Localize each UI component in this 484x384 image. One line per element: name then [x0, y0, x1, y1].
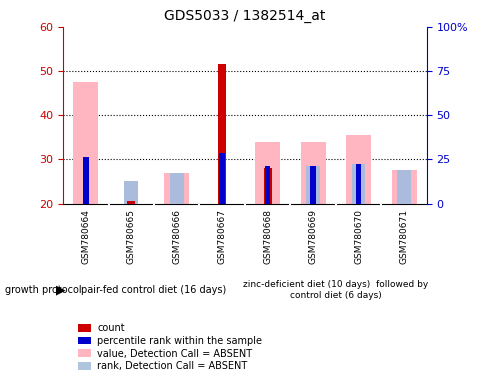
Bar: [124, 182, 138, 204]
Bar: [391, 170, 416, 204]
Text: GSM780664: GSM780664: [81, 209, 90, 263]
Text: growth protocol: growth protocol: [5, 285, 81, 295]
Text: GSM780667: GSM780667: [217, 209, 226, 264]
Text: GSM780666: GSM780666: [172, 209, 181, 264]
Bar: [127, 201, 135, 204]
Bar: [73, 82, 98, 204]
Text: pair-fed control diet (16 days): pair-fed control diet (16 days): [81, 285, 226, 295]
Bar: [255, 142, 280, 204]
Bar: [169, 173, 183, 204]
Text: percentile rank within the sample: percentile rank within the sample: [97, 336, 261, 346]
Bar: [264, 166, 270, 204]
Text: GSM780668: GSM780668: [263, 209, 272, 264]
Bar: [218, 65, 226, 204]
Bar: [306, 166, 319, 204]
Text: GSM780665: GSM780665: [126, 209, 136, 264]
Text: ▶: ▶: [56, 283, 65, 296]
Bar: [310, 166, 315, 204]
Bar: [263, 168, 271, 204]
Text: rank, Detection Call = ABSENT: rank, Detection Call = ABSENT: [97, 361, 247, 371]
Bar: [355, 164, 361, 204]
Text: GSM780669: GSM780669: [308, 209, 317, 264]
Bar: [300, 142, 325, 204]
Text: count: count: [97, 323, 124, 333]
Bar: [351, 164, 364, 204]
Bar: [346, 135, 370, 204]
Bar: [219, 153, 225, 204]
Bar: [83, 157, 88, 204]
Text: GSM780671: GSM780671: [399, 209, 408, 264]
Text: zinc-deficient diet (10 days)  followed by
control diet (6 days): zinc-deficient diet (10 days) followed b…: [243, 280, 427, 300]
Text: GSM780670: GSM780670: [353, 209, 363, 264]
Title: GDS5033 / 1382514_at: GDS5033 / 1382514_at: [164, 9, 325, 23]
Bar: [396, 170, 410, 204]
Text: value, Detection Call = ABSENT: value, Detection Call = ABSENT: [97, 349, 252, 359]
Bar: [164, 173, 189, 204]
